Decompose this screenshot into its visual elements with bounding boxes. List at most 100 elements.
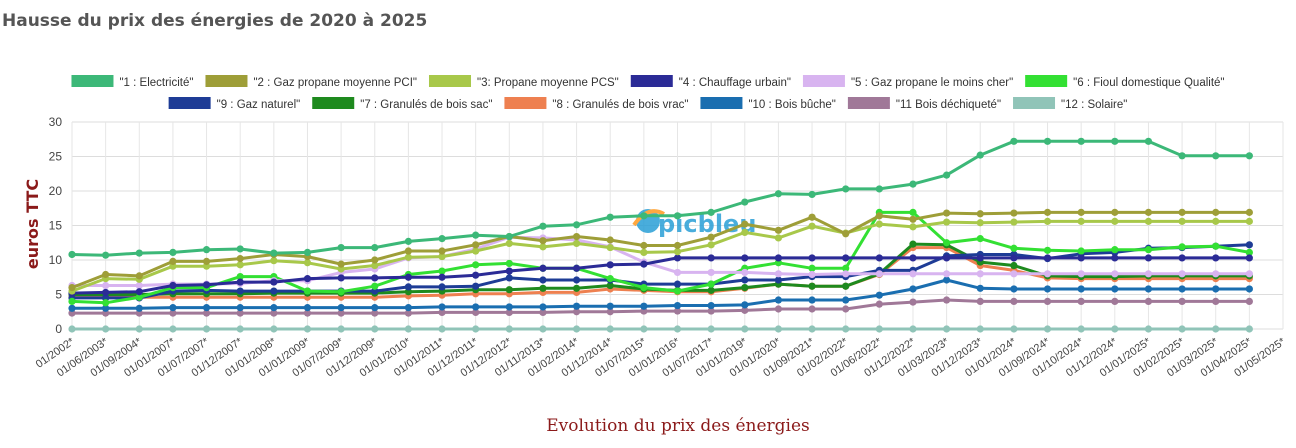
data-point[interactable] <box>1077 270 1085 278</box>
data-point[interactable] <box>1043 217 1052 225</box>
data-point[interactable] <box>438 308 446 317</box>
data-point[interactable] <box>1212 217 1220 225</box>
data-point[interactable] <box>472 247 480 255</box>
data-point[interactable] <box>774 226 783 234</box>
data-point[interactable] <box>640 248 648 257</box>
data-point[interactable] <box>640 284 648 292</box>
data-point[interactable] <box>1010 325 1018 333</box>
data-point[interactable] <box>505 267 513 275</box>
data-point[interactable] <box>707 325 715 333</box>
data-point[interactable] <box>673 268 682 277</box>
data-point[interactable] <box>337 309 345 317</box>
data-point[interactable] <box>1043 270 1052 278</box>
data-point[interactable] <box>741 325 749 333</box>
data-point[interactable] <box>640 212 648 220</box>
data-point[interactable] <box>404 325 412 333</box>
data-point[interactable] <box>1010 209 1018 217</box>
data-point[interactable] <box>1043 254 1052 262</box>
data-point[interactable] <box>976 235 984 243</box>
data-point[interactable] <box>606 213 614 221</box>
data-point[interactable] <box>236 278 244 286</box>
data-point[interactable] <box>572 239 581 248</box>
data-point[interactable] <box>606 308 614 316</box>
data-point[interactable] <box>169 281 177 290</box>
data-point[interactable] <box>169 309 177 317</box>
data-point[interactable] <box>707 280 715 288</box>
data-point[interactable] <box>1212 254 1220 262</box>
data-point[interactable] <box>1010 285 1018 293</box>
data-point[interactable] <box>976 254 984 262</box>
data-point[interactable] <box>236 304 244 312</box>
data-point[interactable] <box>270 287 278 295</box>
data-point[interactable] <box>1178 152 1186 160</box>
legend-item[interactable]: "2 : Gaz propane moyenne PCI" <box>205 75 417 89</box>
data-point[interactable] <box>102 304 110 312</box>
data-point[interactable] <box>606 325 614 333</box>
data-point[interactable] <box>707 286 715 294</box>
data-point[interactable] <box>1144 254 1153 262</box>
data-point[interactable] <box>909 208 917 216</box>
data-point[interactable] <box>68 297 76 305</box>
data-point[interactable] <box>270 309 278 317</box>
data-point[interactable] <box>808 270 816 279</box>
data-point[interactable] <box>842 270 850 278</box>
data-point[interactable] <box>1245 248 1253 257</box>
data-point[interactable] <box>303 287 312 295</box>
data-point[interactable] <box>1111 285 1119 293</box>
data-point[interactable] <box>202 304 211 312</box>
data-point[interactable] <box>842 296 850 304</box>
data-point[interactable] <box>68 325 76 333</box>
data-point[interactable] <box>202 246 211 254</box>
data-point[interactable] <box>68 304 76 312</box>
data-point[interactable] <box>303 304 312 312</box>
data-point[interactable] <box>976 297 984 305</box>
data-point[interactable] <box>102 281 110 290</box>
data-point[interactable] <box>707 307 715 315</box>
data-point[interactable] <box>875 270 883 278</box>
data-point[interactable] <box>236 287 244 295</box>
data-point[interactable] <box>1111 297 1119 305</box>
data-point[interactable] <box>102 325 110 333</box>
data-point[interactable] <box>202 309 211 317</box>
data-point[interactable] <box>1212 325 1220 333</box>
data-point[interactable] <box>943 270 951 278</box>
data-point[interactable] <box>270 325 278 333</box>
legend-item[interactable]: "9 : Gaz naturel" <box>168 97 301 111</box>
data-point[interactable] <box>404 273 412 281</box>
data-point[interactable] <box>976 270 984 278</box>
data-point[interactable] <box>943 239 951 247</box>
data-point[interactable] <box>169 248 177 257</box>
data-point[interactable] <box>371 261 379 270</box>
data-point[interactable] <box>1043 208 1052 216</box>
data-point[interactable] <box>572 264 581 272</box>
data-point[interactable] <box>1245 325 1253 333</box>
data-point[interactable] <box>1178 297 1186 305</box>
data-point[interactable] <box>371 325 379 333</box>
data-point[interactable] <box>673 248 682 256</box>
data-point[interactable] <box>640 302 648 310</box>
data-point[interactable] <box>741 228 749 236</box>
data-point[interactable] <box>875 254 883 262</box>
data-point[interactable] <box>472 241 480 249</box>
data-point[interactable] <box>102 251 110 259</box>
data-point[interactable] <box>1144 270 1153 278</box>
data-point[interactable] <box>135 272 143 280</box>
data-point[interactable] <box>909 215 917 223</box>
data-point[interactable] <box>1245 254 1253 262</box>
data-point[interactable] <box>539 276 547 284</box>
data-point[interactable] <box>539 222 547 230</box>
data-point[interactable] <box>202 325 211 333</box>
data-point[interactable] <box>909 180 917 188</box>
data-point[interactable] <box>505 303 513 311</box>
data-point[interactable] <box>909 223 917 231</box>
data-point[interactable] <box>539 264 547 272</box>
data-point[interactable] <box>875 185 883 193</box>
data-point[interactable] <box>774 270 783 278</box>
data-point[interactable] <box>673 307 682 315</box>
data-point[interactable] <box>1212 152 1220 160</box>
data-point[interactable] <box>539 325 547 333</box>
data-point[interactable] <box>707 301 715 310</box>
data-point[interactable] <box>774 234 783 242</box>
data-point[interactable] <box>572 276 581 284</box>
data-point[interactable] <box>135 293 143 301</box>
